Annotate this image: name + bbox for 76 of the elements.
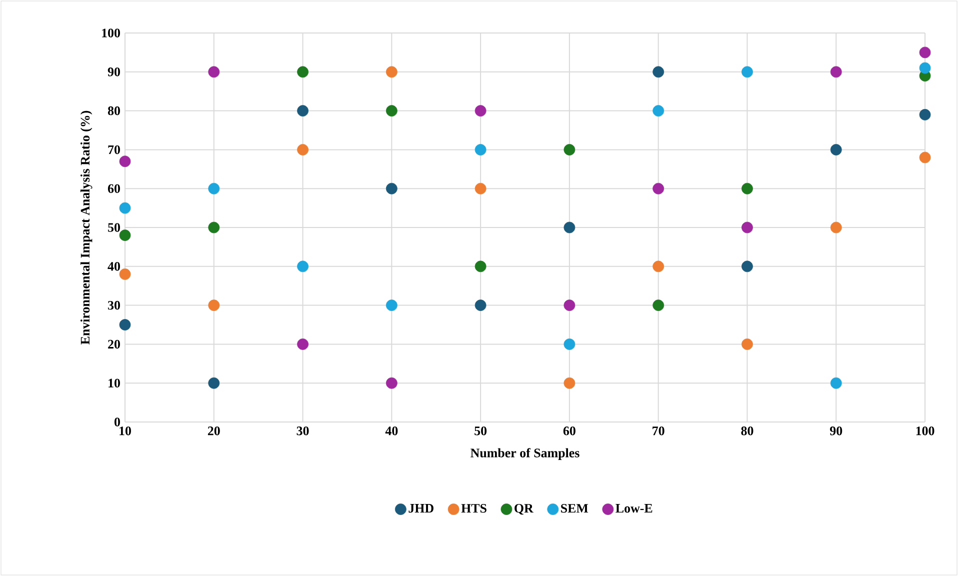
x-tick-label: 50	[474, 426, 487, 436]
point	[297, 338, 308, 350]
point	[919, 108, 931, 120]
point	[297, 66, 308, 78]
x-tick-label: 40	[385, 426, 398, 436]
point	[564, 300, 576, 311]
x-tick-label: 30	[296, 426, 309, 436]
x-tick-label: 80	[741, 426, 754, 436]
y-tick-label: 40	[108, 262, 120, 271]
point	[830, 222, 842, 234]
point	[386, 377, 398, 389]
y-tick-label: 60	[108, 184, 120, 193]
point	[119, 268, 131, 280]
point	[119, 156, 131, 168]
y-tick-label: 70	[108, 145, 120, 154]
point	[208, 222, 220, 234]
point	[564, 377, 576, 389]
point	[919, 152, 931, 164]
y-tick-label: 100	[102, 28, 120, 38]
y-tick-label: 80	[108, 106, 120, 116]
x-tick-label: 100	[916, 426, 934, 436]
point	[474, 144, 486, 156]
point	[564, 144, 576, 156]
point	[119, 202, 131, 214]
point	[652, 105, 664, 116]
point	[119, 319, 131, 330]
point	[830, 377, 842, 389]
point	[652, 300, 664, 311]
point	[208, 182, 220, 194]
point	[652, 182, 664, 194]
x-tick-label: 90	[830, 426, 842, 436]
point	[919, 46, 931, 58]
legend-label: Low-E	[616, 504, 652, 513]
point	[919, 62, 931, 74]
y-tick-label: 30	[108, 300, 120, 310]
point	[742, 222, 753, 234]
y-tick-label: 20	[108, 340, 120, 349]
point	[564, 338, 576, 350]
y-tick-label: 10	[108, 378, 120, 388]
point	[742, 260, 753, 272]
point	[742, 66, 753, 78]
y-axis-title: Environmental Impact Analysis Ratio (%)	[80, 110, 92, 344]
x-tick-label: 10	[120, 426, 131, 436]
point	[652, 260, 664, 272]
point	[474, 260, 486, 272]
point	[564, 222, 576, 234]
point	[742, 338, 753, 350]
y-tick-label: 90	[108, 68, 120, 76]
point	[208, 300, 220, 311]
point	[742, 182, 753, 194]
point	[830, 66, 842, 78]
y-tick-label: 0	[114, 418, 120, 426]
point	[386, 300, 398, 311]
point	[297, 144, 308, 156]
point	[208, 66, 220, 78]
legend-label: JHD	[408, 504, 434, 513]
legend-label: HTS	[461, 504, 486, 513]
point	[208, 377, 220, 389]
point	[474, 105, 486, 116]
point	[386, 66, 398, 78]
point	[474, 300, 486, 311]
point	[830, 144, 842, 156]
x-tick-label: 60	[563, 426, 576, 436]
point	[386, 105, 398, 116]
point	[386, 182, 398, 194]
x-tick-label: 70	[652, 426, 664, 436]
legend-label: QR	[514, 504, 534, 515]
y-tick-label: 50	[108, 223, 120, 232]
point	[652, 66, 664, 78]
legend-label: SEM	[561, 504, 588, 513]
point	[119, 230, 131, 241]
point	[297, 260, 308, 272]
x-tick-label: 20	[208, 426, 220, 436]
point	[297, 105, 308, 116]
x-axis-title: Number of Samples	[470, 448, 580, 460]
point	[474, 182, 486, 194]
